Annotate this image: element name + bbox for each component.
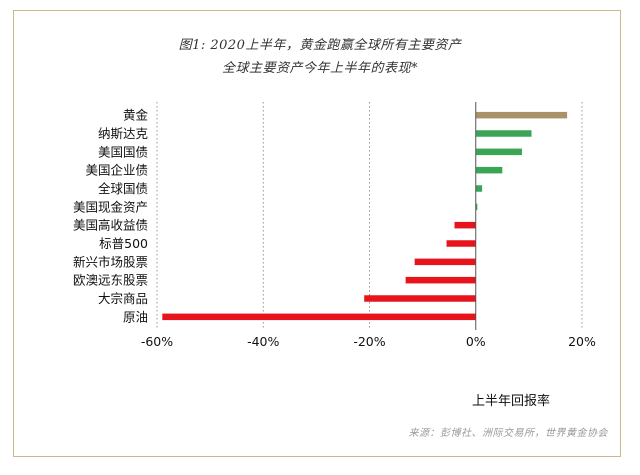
category-label: 美国国债 bbox=[98, 144, 148, 159]
chart-frame bbox=[13, 10, 621, 457]
bar bbox=[162, 313, 476, 321]
chart-subtitle: 全球主要资产今年上半年的表现* bbox=[221, 61, 418, 76]
bar bbox=[414, 258, 476, 266]
bar bbox=[364, 295, 476, 302]
x-tick-label: 20% bbox=[568, 334, 596, 349]
category-label: 全球国债 bbox=[98, 181, 148, 196]
x-tick-label: -20% bbox=[353, 334, 385, 349]
bar bbox=[446, 240, 476, 247]
bar bbox=[475, 185, 483, 192]
x-tick-label: -40% bbox=[247, 334, 279, 349]
category-label: 美国高收益债 bbox=[73, 218, 148, 233]
chart-title: 图1: 2020上半年，黄金跑赢全球所有主要资产 bbox=[178, 38, 462, 53]
bar bbox=[454, 221, 476, 229]
source-note: 来源：彭博社、洲际交易所，世界黄金协会 bbox=[408, 428, 608, 439]
bar bbox=[475, 130, 532, 137]
bar bbox=[475, 148, 522, 156]
category-label: 黄金 bbox=[123, 108, 149, 123]
category-label: 纳斯达克 bbox=[98, 126, 148, 141]
category-label: 美国企业债 bbox=[85, 163, 148, 178]
category-label: 欧澳远东股票 bbox=[73, 273, 148, 288]
category-label: 原油 bbox=[123, 309, 148, 324]
x-tick-label: 0% bbox=[466, 334, 486, 349]
bar bbox=[475, 111, 568, 119]
category-label: 美国现金资产 bbox=[73, 199, 148, 214]
bar bbox=[405, 276, 476, 284]
bar bbox=[475, 166, 503, 174]
category-label: 新兴市场股票 bbox=[73, 254, 148, 269]
category-label: 标普500 bbox=[99, 236, 148, 251]
category-label: 大宗商品 bbox=[98, 291, 148, 306]
x-tick-label: -60% bbox=[141, 334, 173, 349]
x-axis-label: 上半年回报率 bbox=[472, 394, 551, 409]
bar bbox=[475, 203, 478, 211]
